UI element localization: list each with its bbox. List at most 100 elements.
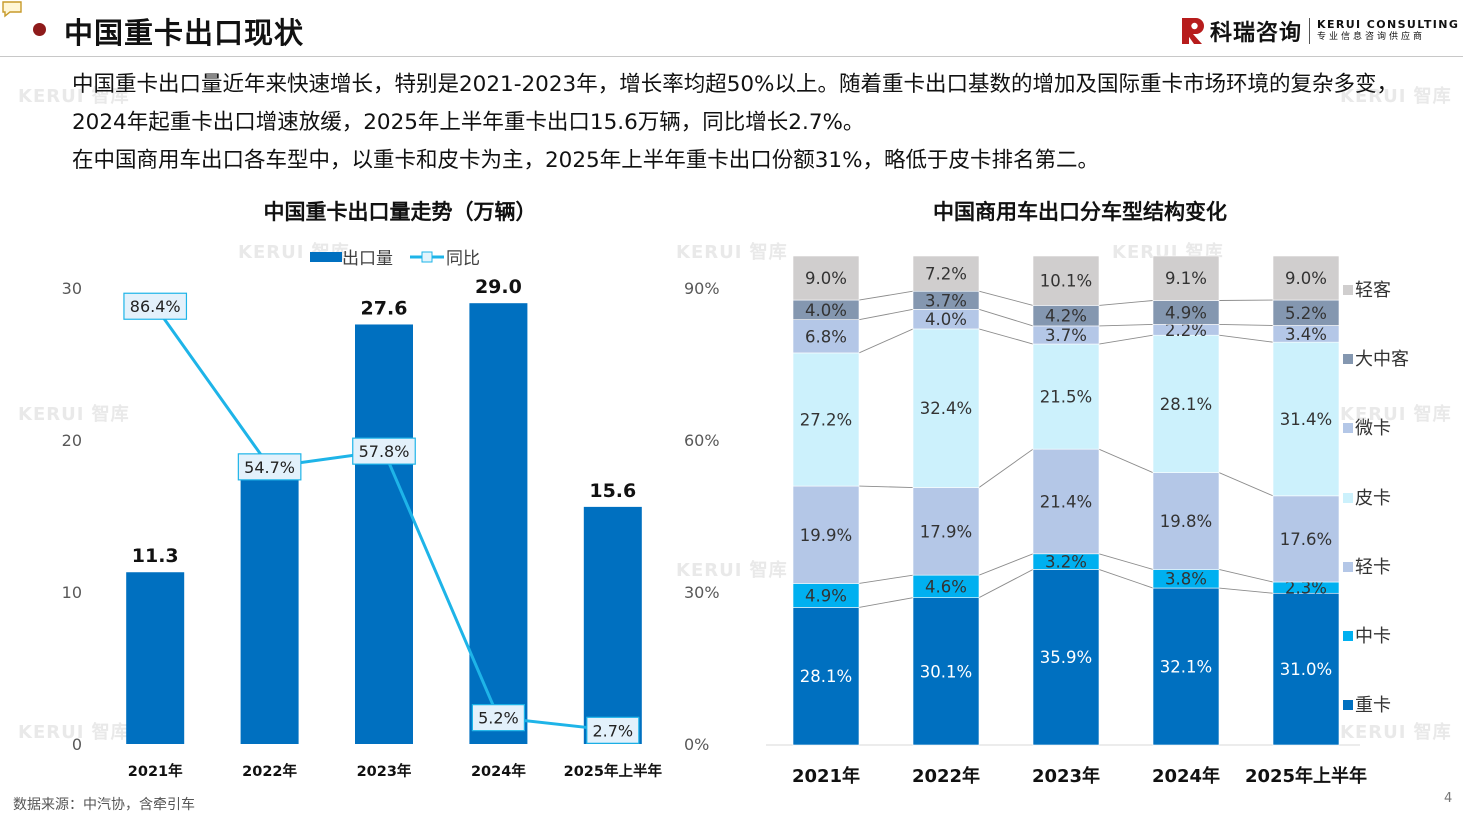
- yoy-point-label: 57.8%: [359, 442, 410, 461]
- company-logo: 科瑞咨询 KERUI CONSULTING 专业信息咨询供应商: [1180, 14, 1459, 48]
- intro-text: 中国重卡出口量近年来快速增长，特别是2021-2023年，增长率均超50%以上。…: [72, 66, 1412, 180]
- y-right-tick-label: 90%: [684, 279, 720, 298]
- segment-value-label: 4.9%: [1165, 303, 1207, 322]
- yoy-point-label: 5.2%: [478, 709, 519, 728]
- segment-value-label: 32.1%: [1160, 658, 1212, 677]
- legend-swatch: [1343, 423, 1353, 433]
- segment-value-label: 32.4%: [920, 399, 972, 418]
- watermark: KERUI 智库: [18, 722, 130, 743]
- y-right-tick-label: 0%: [684, 735, 709, 754]
- segment-value-label: 21.4%: [1040, 492, 1092, 511]
- legend-label: 重卡: [1355, 695, 1391, 716]
- segment-value-label: 4.6%: [925, 577, 967, 596]
- yoy-point-label-box: [237, 453, 302, 481]
- bar-value-label: 27.6: [361, 297, 408, 319]
- segment-value-label: 35.9%: [1040, 648, 1092, 667]
- structure-chart: 28.1% 4.9% 19.9% 27.2% 6.8% 4.0% 9.0% 2021年 30.1…: [766, 255, 1409, 787]
- stack-segment: [1032, 255, 1100, 306]
- title-bullet: [33, 23, 46, 36]
- segment-value-label: 7.2%: [925, 265, 967, 284]
- segment-value-label: 28.1%: [800, 667, 852, 686]
- segment-value-label: 2.2%: [1165, 321, 1207, 340]
- watermark: KERUI 智库: [676, 560, 788, 581]
- stack-segment: [1272, 592, 1340, 746]
- x-tick-label: 2021年: [792, 765, 860, 787]
- x-tick-label: 2021年: [128, 762, 183, 780]
- intro-paragraph-1: 中国重卡出口量近年来快速增长，特别是2021-2023年，增长率均超50%以上。…: [72, 72, 1398, 135]
- segment-value-label: 9.0%: [1285, 269, 1327, 288]
- page-title: 中国重卡出口现状: [64, 16, 305, 50]
- legend-label: 轻客: [1355, 280, 1391, 301]
- yoy-point-label-box: [586, 716, 640, 744]
- watermark: KERUI 智库: [1340, 722, 1452, 743]
- segment-value-label: 4.2%: [1045, 307, 1087, 326]
- bar-value-label: 15.6: [589, 480, 636, 502]
- stack-segment: [1272, 299, 1340, 326]
- legend-swatch-bar: [310, 252, 342, 262]
- segment-value-label: 21.5%: [1040, 388, 1092, 407]
- segment-value-label: 4.9%: [805, 586, 847, 605]
- logo-tagline: 专业信息咨询供应商: [1317, 32, 1426, 42]
- segment-value-label: 19.8%: [1160, 512, 1212, 531]
- watermark: KERUI 智库: [676, 242, 788, 263]
- segment-value-label: 31.0%: [1280, 660, 1332, 679]
- segment-value-label: 3.8%: [1165, 570, 1207, 589]
- segment-value-label: 9.0%: [805, 269, 847, 288]
- kerui-logo-icon: [1182, 18, 1204, 44]
- legend-swatch: [1343, 631, 1353, 641]
- legend-label-bar: 出口量: [342, 249, 393, 269]
- page-number: 4: [1444, 791, 1453, 806]
- export-trend-chart: 01020300%30%60%90%出口量同比11.32021年17.52022…: [62, 249, 720, 780]
- yoy-point-label: 54.7%: [244, 458, 295, 477]
- stack-segment: [792, 485, 860, 584]
- y-right-tick-label: 30%: [684, 583, 720, 602]
- bar: [583, 506, 642, 744]
- y-left-tick-label: 0: [72, 735, 82, 754]
- segment-value-label: 4.0%: [925, 310, 967, 329]
- intro-paragraph-2: 在中国商用车出口各车型中，以重卡和皮卡为主，2025年上半年重卡出口份额31%，…: [72, 148, 1100, 173]
- segment-value-label: 3.7%: [1045, 326, 1087, 345]
- x-tick-label: 2025年上半年: [1245, 765, 1367, 787]
- stack-segment: [1032, 569, 1100, 746]
- stack-segment: [792, 319, 860, 354]
- legend-swatch: [1343, 285, 1353, 295]
- segment-value-label: 3.7%: [925, 291, 967, 310]
- segment-value-label: 19.9%: [800, 526, 852, 545]
- logo-divider: [1309, 18, 1311, 44]
- legend-swatch: [1343, 562, 1353, 572]
- segment-value-label: 17.9%: [920, 522, 972, 541]
- legend-swatch: [1343, 493, 1353, 503]
- logo-english: KERUI CONSULTING 专业信息咨询供应商: [1317, 18, 1459, 44]
- yoy-point-label: 86.4%: [130, 297, 181, 316]
- logo-english-name: KERUI CONSULTING: [1317, 18, 1460, 31]
- stack-segment: [1152, 255, 1220, 301]
- yoy-point-label-box: [471, 704, 525, 732]
- legend-label: 大中客: [1355, 349, 1409, 370]
- x-tick-label: 2022年: [242, 762, 297, 780]
- legend-label: 轻卡: [1355, 557, 1391, 578]
- bar: [126, 572, 185, 744]
- bar-value-label: 29.0: [475, 276, 522, 298]
- x-tick-label: 2025年上半年: [564, 762, 663, 780]
- stack-segment: [1272, 341, 1340, 497]
- comment-icon[interactable]: [1, 0, 23, 18]
- segment-value-label: 6.8%: [805, 327, 847, 346]
- x-tick-label: 2023年: [357, 762, 412, 780]
- stack-segment: [1272, 255, 1340, 301]
- legend-label: 皮卡: [1355, 488, 1391, 509]
- stack-segment: [912, 597, 980, 746]
- legend-swatch: [1343, 700, 1353, 710]
- y-left-tick-label: 30: [62, 279, 82, 298]
- logo-chinese-name: 科瑞咨询: [1210, 21, 1303, 46]
- legend-label: 中卡: [1355, 626, 1391, 647]
- yoy-point-label-box: [352, 437, 416, 465]
- segment-value-label: 4.0%: [805, 301, 847, 320]
- data-source-note: 数据来源：中汽协，含牵引车: [13, 797, 195, 813]
- segment-value-label: 3.2%: [1045, 553, 1087, 572]
- yoy-point-label-box: [123, 292, 188, 320]
- segment-value-label: 28.1%: [1160, 395, 1212, 414]
- stack-segment: [1152, 334, 1220, 473]
- segment-value-label: 9.1%: [1165, 269, 1207, 288]
- stack-segment: [1152, 587, 1220, 746]
- x-tick-label: 2024年: [1152, 765, 1220, 787]
